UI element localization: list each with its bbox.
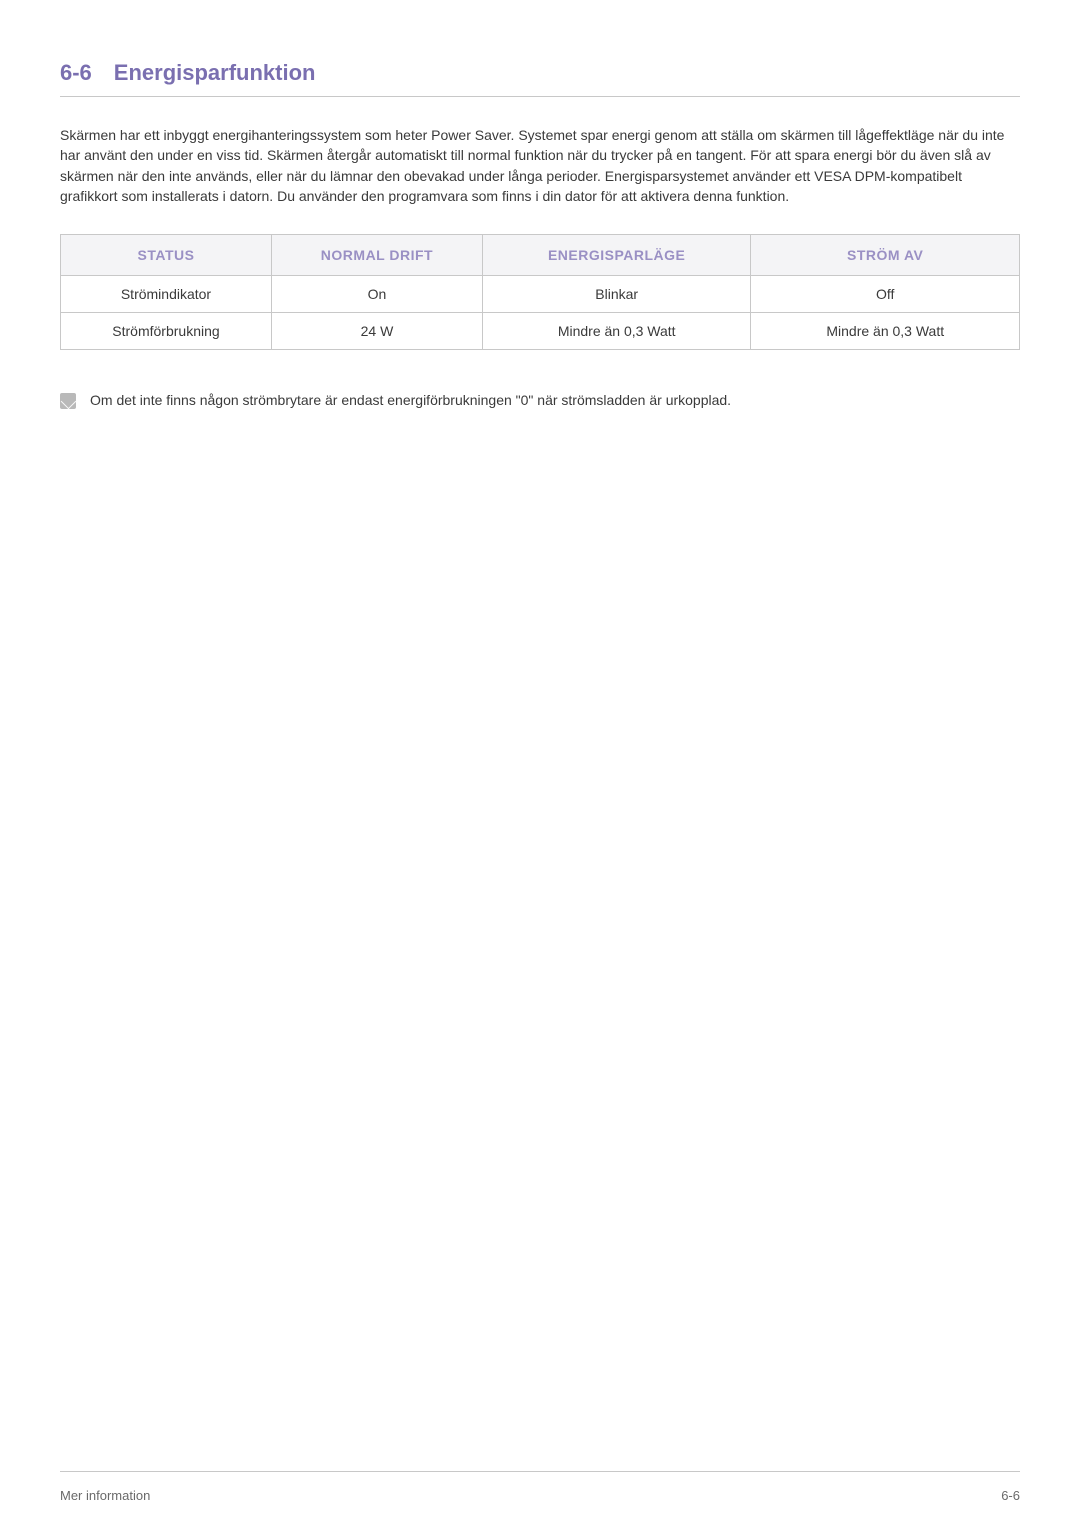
section-number: 6-6 xyxy=(60,60,92,86)
table-cell: On xyxy=(271,276,482,313)
table-header: NORMAL DRIFT xyxy=(271,235,482,276)
footer-left: Mer information xyxy=(60,1488,150,1503)
table-cell: Mindre än 0,3 Watt xyxy=(482,313,751,350)
table-row: Strömindikator On Blinkar Off xyxy=(61,276,1020,313)
info-icon xyxy=(60,393,76,409)
table-cell: Mindre än 0,3 Watt xyxy=(751,313,1020,350)
note-text: Om det inte finns någon strömbrytare är … xyxy=(90,392,731,408)
table-cell: Strömförbrukning xyxy=(61,313,272,350)
table-header: ENERGISPARLÄGE xyxy=(482,235,751,276)
note: Om det inte finns någon strömbrytare är … xyxy=(60,392,1020,409)
footer-right: 6-6 xyxy=(1001,1488,1020,1503)
table-cell: Off xyxy=(751,276,1020,313)
table-header-row: STATUS NORMAL DRIFT ENERGISPARLÄGE STRÖM… xyxy=(61,235,1020,276)
page-footer: Mer information 6-6 xyxy=(60,1471,1020,1527)
section-heading: 6-6 Energisparfunktion xyxy=(60,60,1020,97)
table-cell: Strömindikator xyxy=(61,276,272,313)
table-row: Strömförbrukning 24 W Mindre än 0,3 Watt… xyxy=(61,313,1020,350)
document-page: 6-6 Energisparfunktion Skärmen har ett i… xyxy=(0,0,1080,1527)
status-table: STATUS NORMAL DRIFT ENERGISPARLÄGE STRÖM… xyxy=(60,234,1020,350)
table-header: STATUS xyxy=(61,235,272,276)
intro-paragraph: Skärmen har ett inbyggt energihanterings… xyxy=(60,125,1020,206)
table-header: STRÖM AV xyxy=(751,235,1020,276)
table-cell: 24 W xyxy=(271,313,482,350)
table-cell: Blinkar xyxy=(482,276,751,313)
section-title: Energisparfunktion xyxy=(114,60,316,86)
